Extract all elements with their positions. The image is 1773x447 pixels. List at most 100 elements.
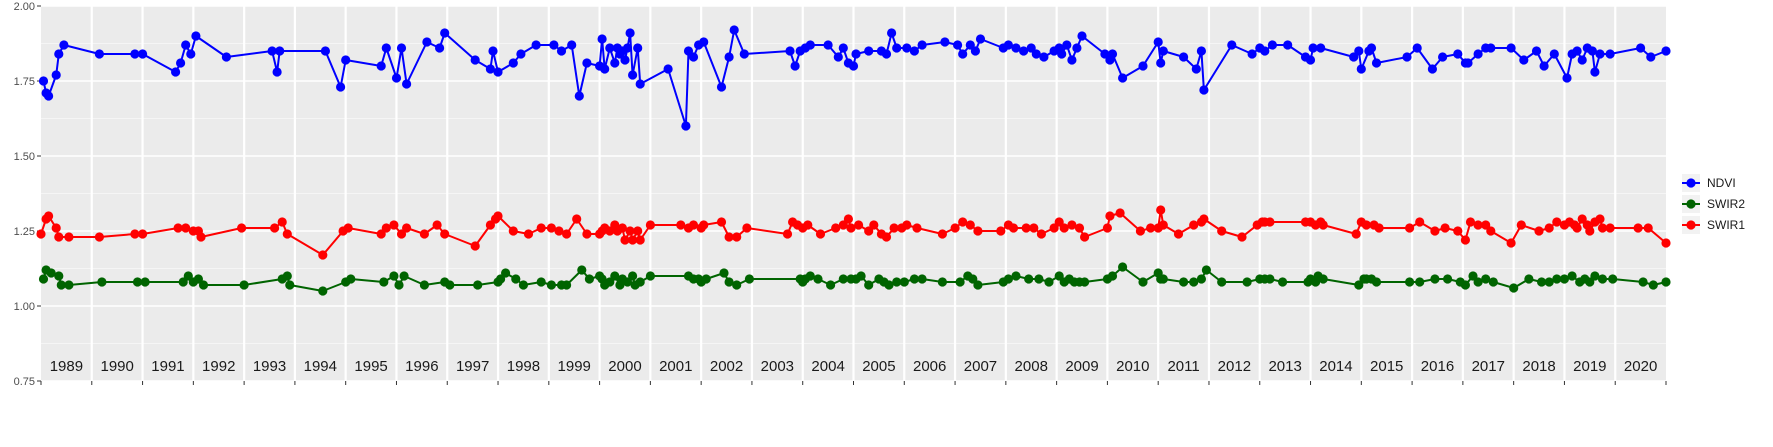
data-point-swir2 bbox=[1354, 280, 1364, 290]
data-point-ndvi bbox=[1427, 64, 1437, 74]
data-point-ndvi bbox=[1191, 64, 1201, 74]
data-point-swir2 bbox=[1509, 283, 1519, 293]
data-point-ndvi bbox=[785, 46, 795, 56]
data-point-swir1 bbox=[676, 220, 686, 230]
data-point-swir1 bbox=[1102, 223, 1112, 233]
data-point-ndvi bbox=[1227, 40, 1237, 50]
data-point-swir1 bbox=[1577, 214, 1587, 224]
data-point-swir1 bbox=[617, 223, 628, 233]
data-point-swir1 bbox=[1189, 220, 1199, 230]
year-label: 2017 bbox=[1472, 358, 1505, 375]
grid-lines bbox=[41, 5, 1666, 382]
data-point-swir2 bbox=[1648, 280, 1658, 290]
year-label: 1995 bbox=[354, 358, 387, 375]
data-point-swir2 bbox=[1597, 274, 1608, 284]
year-label: 2011 bbox=[1167, 358, 1199, 375]
data-point-ndvi bbox=[1156, 58, 1166, 68]
data-point-swir2 bbox=[744, 274, 755, 284]
data-point-swir1 bbox=[803, 220, 813, 230]
data-point-swir1 bbox=[724, 232, 734, 242]
data-point-ndvi bbox=[1057, 49, 1067, 59]
data-point-swir2 bbox=[645, 271, 656, 281]
data-point-swir1 bbox=[1534, 226, 1544, 236]
year-label: 2015 bbox=[1370, 358, 1403, 375]
data-point-swir2 bbox=[577, 265, 587, 275]
data-point-ndvi bbox=[1107, 49, 1118, 59]
data-point-swir2 bbox=[701, 274, 711, 284]
data-point-swir1 bbox=[912, 223, 922, 233]
data-point-swir2 bbox=[1278, 277, 1288, 287]
data-point-ndvi bbox=[851, 49, 861, 59]
data-point-swir1 bbox=[546, 223, 557, 233]
year-label: 2003 bbox=[761, 358, 794, 375]
data-point-ndvi bbox=[1196, 46, 1206, 56]
data-point-ndvi bbox=[54, 49, 64, 59]
data-point-ndvi bbox=[688, 52, 699, 62]
data-point-swir2 bbox=[909, 274, 920, 284]
data-point-ndvi bbox=[221, 52, 231, 62]
data-point-ndvi bbox=[391, 73, 402, 83]
data-point-swir1 bbox=[1156, 205, 1166, 215]
data-point-ndvi bbox=[1011, 43, 1021, 53]
data-point-ndvi bbox=[881, 49, 892, 59]
data-point-swir1 bbox=[732, 232, 742, 242]
data-point-ndvi bbox=[610, 58, 620, 68]
data-point-swir1 bbox=[1029, 223, 1039, 233]
data-point-ndvi bbox=[1026, 43, 1036, 53]
year-label: 1989 bbox=[50, 358, 83, 375]
data-point-swir2 bbox=[1590, 271, 1600, 281]
data-point-swir1 bbox=[508, 226, 518, 236]
data-point-ndvi bbox=[1438, 52, 1448, 62]
data-point-swir1 bbox=[64, 232, 74, 242]
data-point-swir1 bbox=[572, 214, 582, 224]
data-point-swir1 bbox=[1605, 223, 1615, 233]
data-point-ndvi bbox=[1572, 46, 1582, 56]
data-point-ndvi bbox=[1463, 58, 1473, 68]
data-point-swir1 bbox=[51, 223, 61, 233]
legend-key-point bbox=[1686, 199, 1696, 209]
data-point-swir1 bbox=[1661, 238, 1671, 248]
data-point-ndvi bbox=[1402, 52, 1412, 62]
data-point-ndvi bbox=[1305, 55, 1316, 65]
data-point-ndvi bbox=[181, 40, 191, 50]
year-label: 2019 bbox=[1573, 358, 1606, 375]
data-point-ndvi bbox=[556, 46, 567, 56]
data-point-swir1 bbox=[1237, 232, 1247, 242]
data-point-swir1 bbox=[1430, 226, 1440, 236]
data-point-swir1 bbox=[1135, 226, 1145, 236]
data-point-swir1 bbox=[1021, 223, 1031, 233]
data-point-ndvi bbox=[1506, 43, 1516, 53]
data-point-swir2 bbox=[1415, 277, 1425, 287]
data-point-swir1 bbox=[1506, 238, 1516, 248]
data-point-ndvi bbox=[138, 49, 148, 59]
data-point-swir1 bbox=[381, 223, 391, 233]
data-point-ndvi bbox=[1549, 49, 1559, 59]
data-point-swir2 bbox=[1552, 274, 1562, 284]
data-point-swir2 bbox=[813, 274, 823, 284]
year-label: 2013 bbox=[1268, 358, 1301, 375]
data-point-swir1 bbox=[937, 229, 948, 239]
data-point-swir1 bbox=[396, 229, 407, 239]
data-point-swir1 bbox=[1036, 229, 1046, 239]
data-point-ndvi bbox=[953, 40, 963, 50]
data-point-ndvi bbox=[1153, 37, 1163, 47]
data-point-ndvi bbox=[1199, 85, 1209, 95]
data-point-ndvi bbox=[485, 64, 495, 74]
data-point-swir2 bbox=[628, 271, 638, 281]
data-point-swir2 bbox=[584, 274, 595, 284]
data-point-ndvi bbox=[1587, 46, 1597, 56]
data-point-ndvi bbox=[833, 52, 843, 62]
data-point-swir1 bbox=[277, 217, 287, 227]
data-point-ndvi bbox=[493, 67, 503, 77]
data-point-ndvi bbox=[1067, 55, 1077, 65]
data-point-ndvi bbox=[582, 58, 592, 68]
data-point-swir2 bbox=[1443, 274, 1453, 284]
year-label: 1994 bbox=[304, 358, 337, 375]
data-point-swir1 bbox=[889, 223, 899, 233]
data-point-swir1 bbox=[554, 226, 564, 236]
year-label: 2007 bbox=[964, 358, 997, 375]
year-label: 2002 bbox=[710, 358, 743, 375]
year-label: 2008 bbox=[1015, 358, 1048, 375]
year-label: 1998 bbox=[507, 358, 540, 375]
